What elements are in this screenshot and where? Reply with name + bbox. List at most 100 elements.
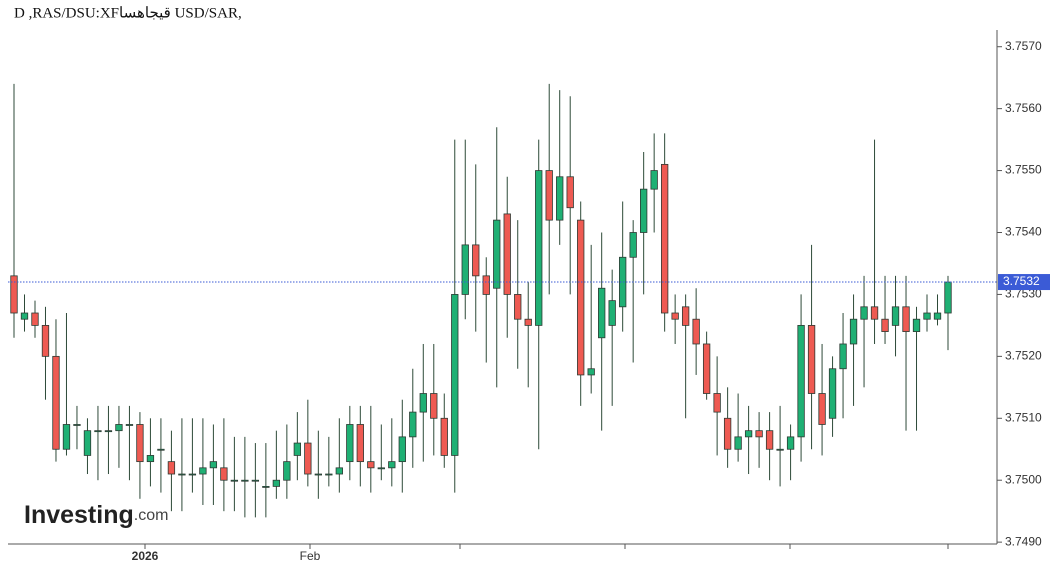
candle-body — [293, 442, 302, 456]
candle-body — [744, 430, 753, 438]
candle — [230, 436, 239, 512]
candle — [818, 343, 826, 456]
candle-body — [723, 417, 732, 450]
candle-body — [891, 306, 900, 326]
candle — [765, 412, 774, 481]
y-tick-label: 3.7570 — [1005, 39, 1042, 53]
candle-body — [556, 176, 564, 221]
candle-body — [83, 430, 92, 456]
candle-body — [346, 424, 354, 463]
candle-body — [461, 244, 469, 295]
x-tick-label: 2026 — [132, 549, 159, 563]
candle-body — [157, 448, 165, 451]
candle-body — [587, 368, 595, 376]
logo-main: Investing — [24, 501, 134, 529]
candle-body — [251, 479, 260, 482]
candle-body — [73, 424, 81, 426]
candle — [870, 139, 879, 344]
candle-body — [734, 436, 742, 450]
candle — [314, 430, 322, 499]
candle-body — [367, 461, 375, 469]
candle — [619, 201, 627, 332]
candle-body — [94, 430, 102, 433]
candle-body — [807, 324, 816, 394]
candle — [335, 418, 343, 493]
y-tick-label: 3.7530 — [1005, 287, 1042, 301]
candle — [482, 257, 490, 363]
candle — [671, 294, 679, 344]
candle — [146, 418, 155, 487]
candle-body — [115, 424, 123, 432]
candle — [556, 90, 564, 245]
candle — [461, 139, 469, 320]
candle-body — [314, 473, 322, 476]
candle-body — [388, 461, 396, 469]
candle-body — [776, 448, 784, 451]
candle — [566, 96, 574, 295]
candle-body — [146, 455, 155, 463]
candle-body — [786, 436, 795, 450]
candle — [660, 133, 669, 332]
candle — [293, 412, 302, 481]
candle-body — [944, 281, 952, 314]
logo: Investing.com — [24, 501, 168, 529]
candle-body — [598, 287, 606, 339]
candle-body — [681, 306, 690, 326]
candle-body — [136, 424, 144, 463]
candle-body — [241, 479, 249, 482]
candle-body — [52, 355, 60, 450]
candle — [31, 300, 39, 338]
candle — [272, 430, 281, 499]
candle-body — [482, 275, 490, 295]
candle — [241, 436, 249, 518]
candle — [681, 294, 690, 419]
candle — [419, 343, 427, 462]
candle — [388, 418, 396, 487]
candle — [786, 424, 795, 481]
candle — [104, 405, 113, 475]
candle — [755, 412, 763, 468]
candle — [545, 83, 553, 295]
y-tick-label: 3.7490 — [1005, 534, 1042, 548]
candle — [188, 418, 197, 493]
candle — [10, 83, 18, 338]
y-tick-label: 3.7520 — [1005, 349, 1042, 363]
candle — [167, 430, 176, 512]
candle — [251, 443, 260, 518]
candle-body — [199, 467, 207, 475]
last-price-label: 3.7532 — [1003, 274, 1040, 288]
candle — [125, 405, 134, 481]
candle — [356, 405, 364, 487]
candle-body — [41, 324, 50, 357]
y-tick-label: 3.7500 — [1005, 472, 1042, 486]
candle — [41, 306, 50, 400]
candle — [493, 127, 501, 388]
candle — [912, 306, 921, 431]
candle — [62, 313, 71, 456]
x-tick-label: Feb — [300, 549, 321, 563]
candle-body — [545, 170, 553, 221]
candle-body — [535, 170, 543, 326]
candle-body — [503, 213, 511, 295]
y-tick-label: 3.7560 — [1005, 101, 1042, 115]
candle — [514, 220, 522, 369]
candle — [807, 244, 816, 450]
candle — [828, 356, 837, 437]
candle — [136, 412, 144, 499]
candle — [608, 269, 616, 406]
candle-body — [430, 393, 438, 419]
candle — [891, 275, 900, 357]
candle — [629, 220, 637, 363]
candle-body — [577, 219, 585, 376]
chart-title: D ,RAS/DSU:XFقيجاهسا USD/SAR, — [14, 5, 242, 21]
candle — [94, 405, 102, 481]
candle — [398, 399, 406, 493]
candle-body — [566, 176, 574, 209]
candle — [839, 313, 847, 419]
candle-body — [304, 442, 312, 475]
candle — [83, 418, 92, 475]
candle — [440, 393, 448, 468]
candle-body — [933, 312, 942, 320]
candle-body — [325, 473, 333, 476]
